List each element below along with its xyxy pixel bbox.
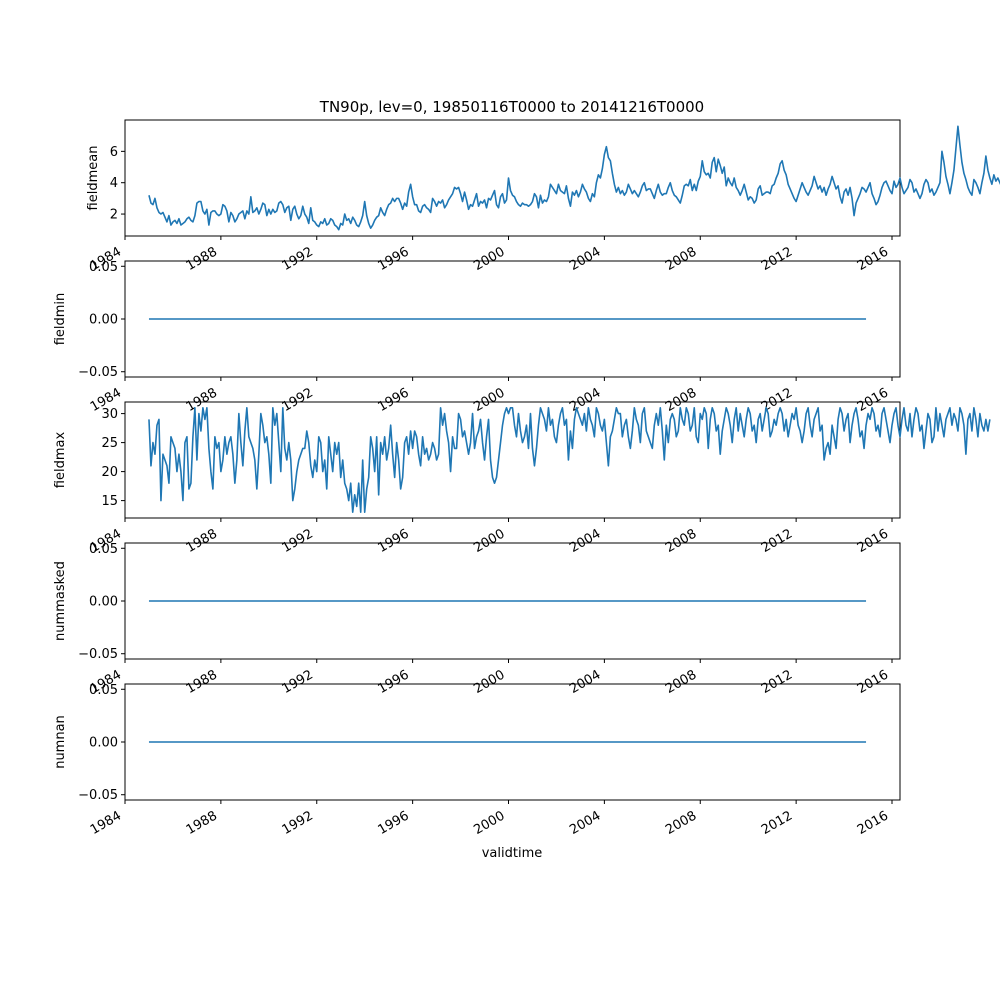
x-tick-label: 1992 — [280, 526, 316, 556]
x-tick-label: 2008 — [663, 244, 699, 274]
x-tick-label: 2008 — [663, 667, 699, 697]
chart-title: TN90p, lev=0, 19850116T0000 to 20141216T… — [319, 98, 704, 116]
x-tick-label: 2012 — [759, 244, 795, 274]
x-tick-label: 1996 — [375, 526, 411, 556]
x-tick-label: 2012 — [759, 667, 795, 697]
series-line-fieldmean — [148, 125, 1000, 231]
y-tick-label: 0.00 — [89, 736, 118, 751]
x-tick-label: 2016 — [855, 244, 891, 274]
x-tick-label: 2000 — [471, 244, 507, 274]
y-axis-label: nummasked — [53, 561, 68, 641]
y-tick-label: −0.05 — [78, 365, 118, 380]
x-tick-label: 2004 — [567, 808, 603, 838]
x-tick-label: 1996 — [375, 667, 411, 697]
subplot-numnan: numnan 0.05 0.00 −0.05 1984 1988 1992 1996 2000 2… — [53, 683, 901, 838]
y-tick-label: 15 — [101, 494, 118, 509]
x-tick-label: 2008 — [663, 808, 699, 838]
x-tick-label: 1996 — [375, 385, 411, 415]
y-tick-label: 0.00 — [89, 313, 118, 328]
y-tick-label: 20 — [101, 465, 118, 480]
x-tick-label: 1988 — [184, 667, 220, 697]
x-tick-label: 1996 — [375, 808, 411, 838]
x-tick-label: 2008 — [663, 526, 699, 556]
x-axis-label: validtime — [482, 846, 543, 861]
x-tick-label: 2004 — [567, 667, 603, 697]
y-tick-label: 0.05 — [89, 542, 118, 557]
x-tick-label: 1988 — [184, 385, 220, 415]
x-tick-label: 1988 — [184, 526, 220, 556]
x-tick-label: 1992 — [280, 385, 316, 415]
y-tick-label: 0.05 — [89, 683, 118, 698]
x-tick-label: 1988 — [184, 808, 220, 838]
x-tick-label: 2000 — [471, 526, 507, 556]
subplots: fieldmean 2 4 6 1984 1988 1992 1996 2000 2004 2008… — [53, 119, 1000, 838]
axes-frame — [124, 401, 901, 519]
x-tick-label: 2016 — [855, 808, 891, 838]
x-tick-label: 2016 — [855, 526, 891, 556]
y-tick-label: 4 — [110, 176, 118, 191]
y-axis-label: fieldmin — [53, 293, 68, 346]
x-tick-label: 2012 — [759, 526, 795, 556]
x-tick-label: 1992 — [280, 244, 316, 274]
x-tick-label: 2000 — [471, 385, 507, 415]
axes-frame — [124, 119, 901, 237]
y-tick-label: 2 — [110, 208, 118, 223]
y-tick-label: 25 — [101, 436, 118, 451]
x-tick-label: 2004 — [567, 244, 603, 274]
x-tick-label: 2000 — [471, 808, 507, 838]
x-tick-label: 2012 — [759, 808, 795, 838]
x-tick-label: 2016 — [855, 667, 891, 697]
x-tick-label: 1992 — [280, 808, 316, 838]
x-tick-label: 1996 — [375, 244, 411, 274]
x-tick-label: 2004 — [567, 526, 603, 556]
x-tick-label: 1984 — [88, 808, 124, 838]
y-axis-label: fieldmax — [53, 432, 68, 489]
y-tick-label: −0.05 — [78, 788, 118, 803]
x-tick-label: 1992 — [280, 667, 316, 697]
x-tick-label: 2000 — [471, 667, 507, 697]
y-tick-label: 6 — [110, 145, 118, 160]
series-line-fieldmax — [148, 406, 991, 514]
y-axis-label: fieldmean — [86, 146, 101, 211]
x-tick-label: 1988 — [184, 244, 220, 274]
y-axis-label: numnan — [53, 715, 68, 769]
y-tick-label: −0.05 — [78, 647, 118, 662]
y-tick-label: 0.00 — [89, 595, 118, 610]
x-tick-label: 2012 — [759, 385, 795, 415]
y-tick-label: 30 — [101, 407, 118, 422]
y-tick-label: 0.05 — [89, 260, 118, 275]
